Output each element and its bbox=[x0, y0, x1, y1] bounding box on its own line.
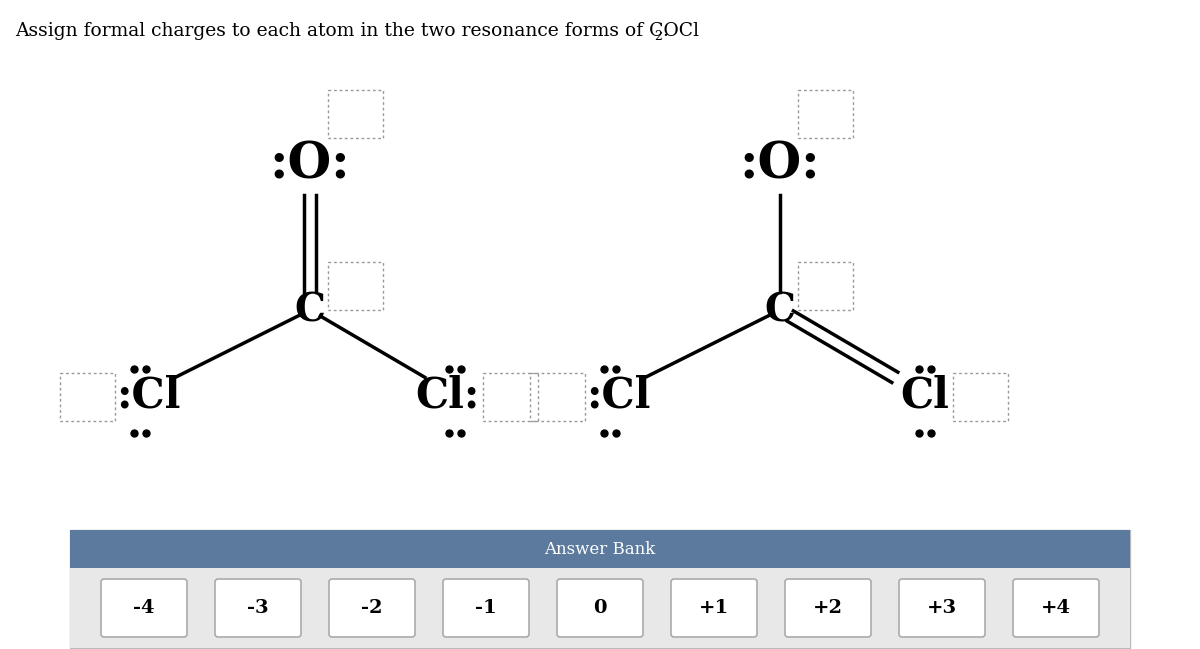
Text: C: C bbox=[764, 291, 796, 329]
FancyBboxPatch shape bbox=[70, 568, 1130, 648]
FancyBboxPatch shape bbox=[70, 530, 1130, 648]
Text: :O:: :O: bbox=[739, 140, 821, 190]
Text: -2: -2 bbox=[361, 599, 383, 617]
Text: 0: 0 bbox=[593, 599, 607, 617]
Text: .: . bbox=[662, 22, 668, 40]
Text: 2: 2 bbox=[654, 30, 662, 43]
Text: Cl:: Cl: bbox=[415, 374, 479, 416]
Text: -3: -3 bbox=[247, 599, 269, 617]
Text: Answer Bank: Answer Bank bbox=[545, 541, 655, 557]
Text: Cl: Cl bbox=[900, 374, 949, 416]
Text: :Cl: :Cl bbox=[116, 374, 180, 416]
FancyBboxPatch shape bbox=[70, 530, 1130, 568]
FancyBboxPatch shape bbox=[443, 579, 529, 637]
FancyBboxPatch shape bbox=[215, 579, 301, 637]
FancyBboxPatch shape bbox=[785, 579, 871, 637]
Text: +1: +1 bbox=[698, 599, 730, 617]
Text: :Cl: :Cl bbox=[586, 374, 650, 416]
FancyBboxPatch shape bbox=[557, 579, 643, 637]
Text: C: C bbox=[294, 291, 325, 329]
Text: -1: -1 bbox=[475, 599, 497, 617]
Text: Assign formal charges to each atom in the two resonance forms of COCl: Assign formal charges to each atom in th… bbox=[14, 22, 698, 40]
Text: +2: +2 bbox=[814, 599, 842, 617]
FancyBboxPatch shape bbox=[671, 579, 757, 637]
FancyBboxPatch shape bbox=[101, 579, 187, 637]
FancyBboxPatch shape bbox=[1013, 579, 1099, 637]
FancyBboxPatch shape bbox=[329, 579, 415, 637]
Text: -4: -4 bbox=[133, 599, 155, 617]
Text: +3: +3 bbox=[926, 599, 958, 617]
Text: +4: +4 bbox=[1042, 599, 1072, 617]
FancyBboxPatch shape bbox=[899, 579, 985, 637]
Text: :O:: :O: bbox=[270, 140, 350, 190]
